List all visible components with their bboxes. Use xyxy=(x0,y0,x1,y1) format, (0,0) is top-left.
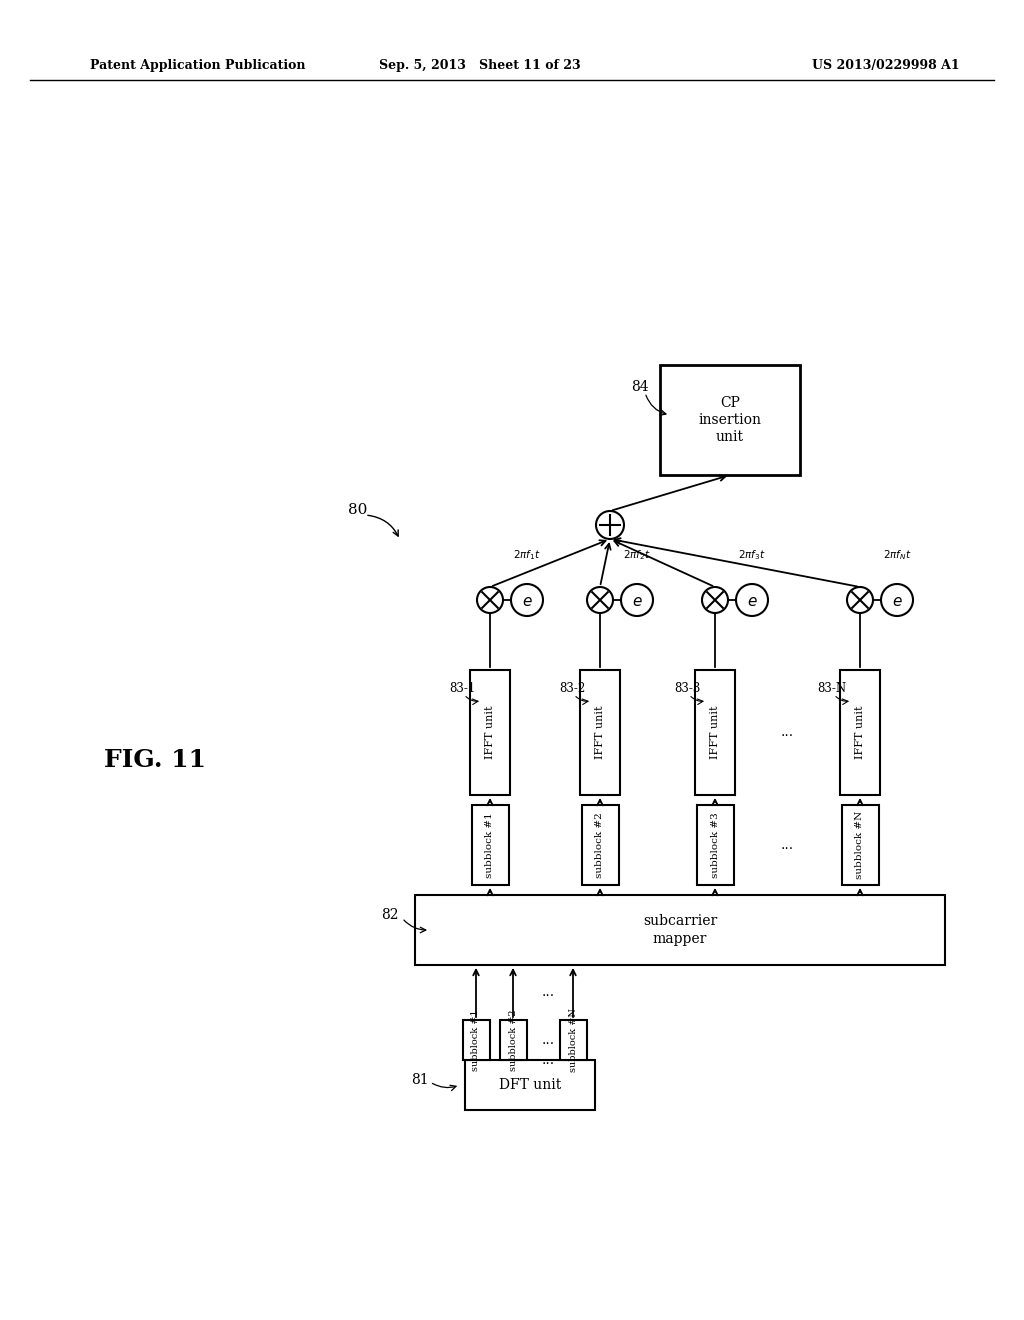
Text: ...: ... xyxy=(780,725,794,739)
Text: IFFT unit: IFFT unit xyxy=(485,705,495,759)
Text: Patent Application Publication: Patent Application Publication xyxy=(90,58,305,71)
Text: subblock #N: subblock #N xyxy=(568,1008,578,1072)
Text: Sep. 5, 2013   Sheet 11 of 23: Sep. 5, 2013 Sheet 11 of 23 xyxy=(379,58,581,71)
Bar xyxy=(465,1060,595,1110)
Text: 80: 80 xyxy=(348,503,368,517)
Text: $e$: $e$ xyxy=(632,595,642,609)
Text: IFFT unit: IFFT unit xyxy=(710,705,720,759)
Bar xyxy=(580,669,620,795)
Text: $2\pi f_N t$: $2\pi f_N t$ xyxy=(883,548,911,562)
Text: 83-3: 83-3 xyxy=(674,681,700,694)
Text: subblock #1: subblock #1 xyxy=(485,812,495,878)
Text: 81: 81 xyxy=(412,1073,429,1086)
Text: subcarrier
mapper: subcarrier mapper xyxy=(643,915,717,945)
Text: DFT unit: DFT unit xyxy=(499,1078,561,1092)
Bar xyxy=(660,366,800,475)
Bar xyxy=(463,1020,489,1060)
Text: subblock #2: subblock #2 xyxy=(509,1010,517,1071)
Text: ...: ... xyxy=(542,986,555,999)
Circle shape xyxy=(736,583,768,616)
Bar xyxy=(471,805,509,884)
Text: ...: ... xyxy=(780,838,794,851)
Bar xyxy=(559,1020,587,1060)
Bar xyxy=(470,669,510,795)
Circle shape xyxy=(702,587,728,612)
Circle shape xyxy=(881,583,913,616)
Circle shape xyxy=(847,587,873,612)
Bar xyxy=(840,669,880,795)
Text: $2\pi f_2 t$: $2\pi f_2 t$ xyxy=(623,548,651,562)
Text: 83-1: 83-1 xyxy=(449,681,475,694)
Circle shape xyxy=(477,587,503,612)
Text: FIG. 11: FIG. 11 xyxy=(104,748,206,772)
Bar xyxy=(582,805,618,884)
Text: 82: 82 xyxy=(381,908,398,921)
Circle shape xyxy=(596,511,624,539)
Text: subblock #2: subblock #2 xyxy=(596,812,604,878)
Text: IFFT unit: IFFT unit xyxy=(595,705,605,759)
Text: $e$: $e$ xyxy=(521,595,532,609)
Bar xyxy=(415,895,945,965)
Text: $2\pi f_3 t$: $2\pi f_3 t$ xyxy=(738,548,766,562)
Circle shape xyxy=(621,583,653,616)
Circle shape xyxy=(511,583,543,616)
Text: subblock #N: subblock #N xyxy=(855,810,864,879)
Text: 83-N: 83-N xyxy=(817,681,847,694)
Text: subblock #1: subblock #1 xyxy=(471,1010,480,1071)
Text: CP
insertion
unit: CP insertion unit xyxy=(698,396,762,445)
Text: IFFT unit: IFFT unit xyxy=(855,705,865,759)
Text: $e$: $e$ xyxy=(892,595,902,609)
Bar xyxy=(842,805,879,884)
Text: $2\pi f_1 t$: $2\pi f_1 t$ xyxy=(513,548,541,562)
Text: US 2013/0229998 A1: US 2013/0229998 A1 xyxy=(812,58,961,71)
Text: ...: ... xyxy=(542,1034,555,1047)
Bar xyxy=(695,669,735,795)
Text: ...: ... xyxy=(542,1053,555,1067)
Text: $e$: $e$ xyxy=(746,595,758,609)
Text: 84: 84 xyxy=(631,380,649,393)
Bar xyxy=(696,805,733,884)
Text: 83-2: 83-2 xyxy=(559,681,585,694)
Text: subblock #3: subblock #3 xyxy=(711,812,720,878)
Circle shape xyxy=(587,587,613,612)
Bar xyxy=(500,1020,526,1060)
